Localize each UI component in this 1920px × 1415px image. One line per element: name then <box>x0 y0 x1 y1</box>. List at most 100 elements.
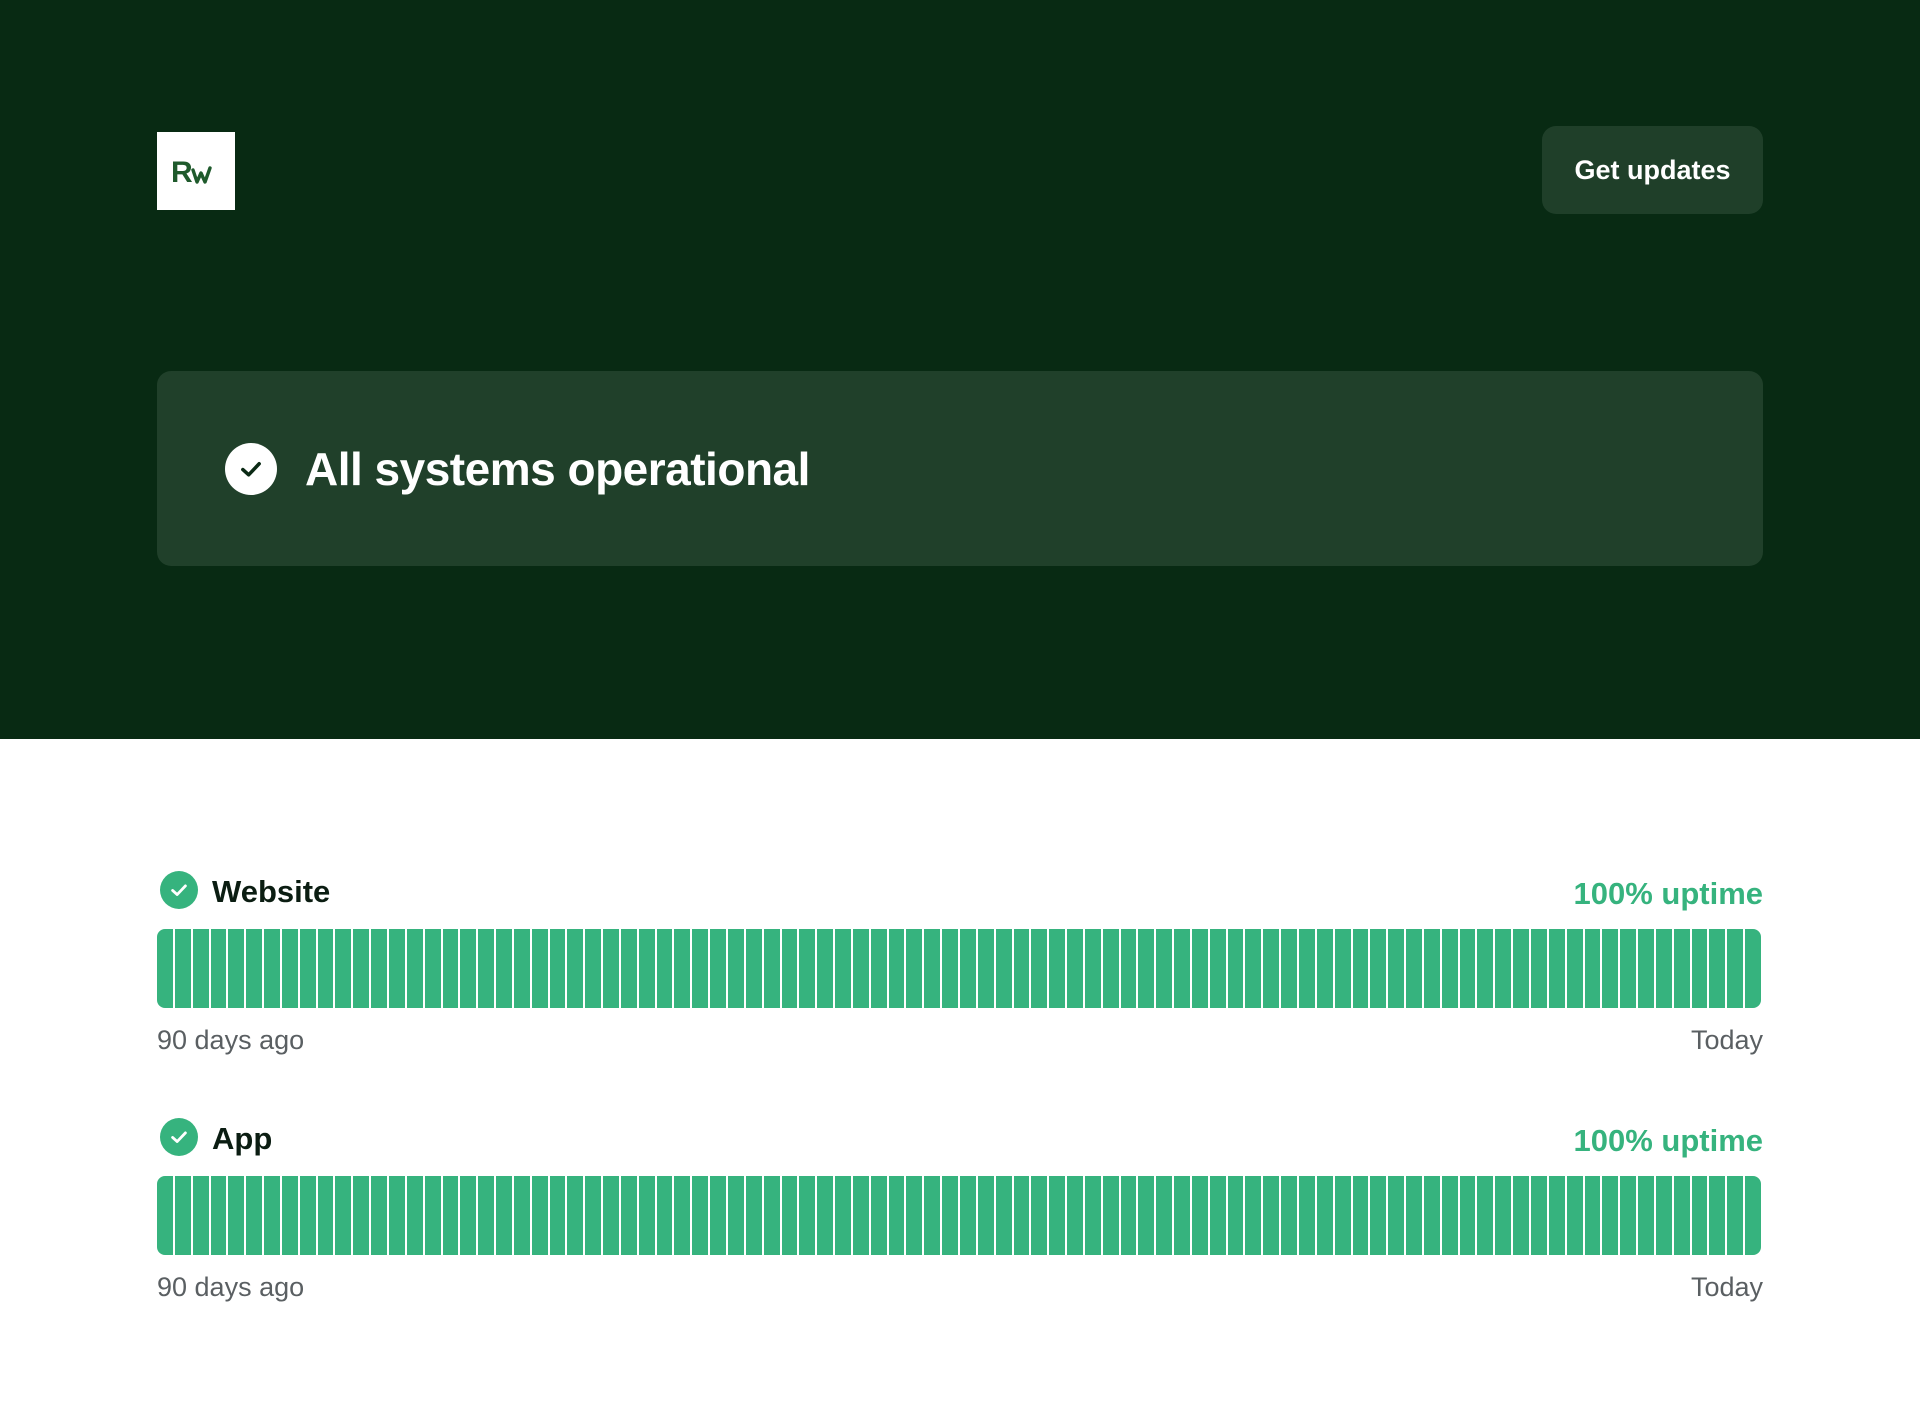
uptime-day-bar[interactable] <box>1513 1176 1529 1255</box>
uptime-day-bar[interactable] <box>924 1176 941 1255</box>
uptime-day-bar[interactable] <box>1548 1176 1565 1255</box>
uptime-day-bar[interactable] <box>1138 1176 1155 1255</box>
uptime-day-bar[interactable] <box>1691 1176 1708 1255</box>
uptime-day-bar[interactable] <box>1370 1176 1387 1255</box>
uptime-day-bar[interactable] <box>1174 929 1190 1008</box>
uptime-day-bar[interactable] <box>745 929 762 1008</box>
uptime-day-bar[interactable] <box>478 1176 495 1255</box>
uptime-day-bar[interactable] <box>1423 1176 1440 1255</box>
uptime-day-bar[interactable] <box>995 929 1012 1008</box>
uptime-day-bar[interactable] <box>888 929 905 1008</box>
uptime-day-bar[interactable] <box>406 1176 423 1255</box>
uptime-day-bar[interactable] <box>852 1176 869 1255</box>
uptime-day-bar[interactable] <box>1602 1176 1619 1255</box>
uptime-day-bar[interactable] <box>638 1176 655 1255</box>
uptime-day-bar[interactable] <box>1655 929 1672 1008</box>
uptime-day-bar[interactable] <box>1191 1176 1208 1255</box>
uptime-day-bar[interactable] <box>781 1176 798 1255</box>
uptime-day-bar[interactable] <box>353 1176 370 1255</box>
uptime-day-bar[interactable] <box>1227 1176 1244 1255</box>
uptime-day-bar[interactable] <box>1084 929 1101 1008</box>
uptime-day-bar[interactable] <box>1477 1176 1494 1255</box>
uptime-day-bar[interactable] <box>460 929 477 1008</box>
uptime-day-bar[interactable] <box>1156 1176 1173 1255</box>
uptime-day-bar[interactable] <box>1459 1176 1476 1255</box>
uptime-day-bar[interactable] <box>1655 1176 1672 1255</box>
uptime-day-bar[interactable] <box>264 929 280 1008</box>
uptime-day-bar[interactable] <box>1174 1176 1190 1255</box>
uptime-day-bar[interactable] <box>1691 929 1708 1008</box>
uptime-day-bar[interactable] <box>478 929 495 1008</box>
uptime-day-bar[interactable] <box>977 929 994 1008</box>
uptime-day-bar[interactable] <box>317 929 334 1008</box>
uptime-day-bar[interactable] <box>1031 929 1048 1008</box>
uptime-day-bar[interactable] <box>1441 1176 1458 1255</box>
uptime-day-bar[interactable] <box>335 1176 352 1255</box>
uptime-day-bar[interactable] <box>228 1176 245 1255</box>
uptime-day-bar[interactable] <box>1013 929 1030 1008</box>
uptime-day-bar[interactable] <box>1584 929 1601 1008</box>
uptime-day-bar[interactable] <box>959 1176 976 1255</box>
uptime-day-bar[interactable] <box>1049 929 1066 1008</box>
uptime-day-bar[interactable] <box>745 1176 762 1255</box>
uptime-day-bar[interactable] <box>531 1176 548 1255</box>
uptime-day-bar[interactable] <box>1352 929 1369 1008</box>
uptime-day-bar[interactable] <box>1245 929 1262 1008</box>
uptime-day-bar[interactable] <box>1120 1176 1137 1255</box>
uptime-day-bar[interactable] <box>1673 1176 1690 1255</box>
get-updates-button[interactable]: Get updates <box>1542 126 1763 214</box>
uptime-day-bar[interactable] <box>835 929 851 1008</box>
uptime-day-bar[interactable] <box>174 929 191 1008</box>
uptime-day-bar[interactable] <box>1316 1176 1333 1255</box>
uptime-day-bar[interactable] <box>1620 1176 1637 1255</box>
uptime-day-bar[interactable] <box>674 929 691 1008</box>
uptime-day-bar[interactable] <box>424 1176 441 1255</box>
uptime-day-bar[interactable] <box>281 929 298 1008</box>
uptime-day-bar[interactable] <box>799 929 816 1008</box>
uptime-day-bar[interactable] <box>1566 1176 1583 1255</box>
uptime-day-bar[interactable] <box>1441 929 1458 1008</box>
uptime-day-bar[interactable] <box>638 929 655 1008</box>
uptime-day-bar[interactable] <box>299 929 316 1008</box>
uptime-day-bar[interactable] <box>299 1176 316 1255</box>
uptime-day-bar[interactable] <box>585 1176 602 1255</box>
uptime-day-bar[interactable] <box>1067 1176 1083 1255</box>
uptime-day-bar[interactable] <box>1548 929 1565 1008</box>
uptime-day-bar[interactable] <box>1138 929 1155 1008</box>
uptime-day-bar[interactable] <box>781 929 798 1008</box>
uptime-day-bar[interactable] <box>656 929 673 1008</box>
uptime-day-bar[interactable] <box>1209 929 1226 1008</box>
uptime-day-bar[interactable] <box>1299 929 1315 1008</box>
uptime-day-bar[interactable] <box>870 1176 887 1255</box>
uptime-day-bar[interactable] <box>817 1176 834 1255</box>
uptime-day-bar[interactable] <box>1530 929 1547 1008</box>
uptime-day-bar[interactable] <box>1067 929 1083 1008</box>
uptime-day-bar[interactable] <box>228 929 245 1008</box>
uptime-day-bar[interactable] <box>656 1176 673 1255</box>
uptime-day-bar[interactable] <box>799 1176 816 1255</box>
uptime-day-bar[interactable] <box>1406 929 1422 1008</box>
uptime-day-bar[interactable] <box>620 1176 637 1255</box>
uptime-day-bar[interactable] <box>1334 1176 1351 1255</box>
uptime-day-bar[interactable] <box>406 929 423 1008</box>
uptime-day-bar[interactable] <box>1727 929 1744 1008</box>
uptime-day-bar[interactable] <box>1263 1176 1280 1255</box>
uptime-day-bar[interactable] <box>1584 1176 1601 1255</box>
uptime-day-bar[interactable] <box>1281 929 1297 1008</box>
uptime-day-bar[interactable] <box>317 1176 334 1255</box>
uptime-day-bar[interactable] <box>674 1176 691 1255</box>
uptime-day-bar[interactable] <box>1495 1176 1512 1255</box>
uptime-day-bar[interactable] <box>1530 1176 1547 1255</box>
uptime-day-bar[interactable] <box>496 1176 512 1255</box>
uptime-day-bar[interactable] <box>424 929 441 1008</box>
uptime-day-bar[interactable] <box>531 929 548 1008</box>
uptime-day-bar[interactable] <box>692 929 709 1008</box>
uptime-day-bar[interactable] <box>1352 1176 1369 1255</box>
uptime-day-bar[interactable] <box>1370 929 1387 1008</box>
uptime-day-bar[interactable] <box>1709 1176 1726 1255</box>
uptime-day-bar[interactable] <box>371 1176 387 1255</box>
uptime-day-bar[interactable] <box>192 1176 209 1255</box>
uptime-day-bar[interactable] <box>157 929 173 1008</box>
uptime-day-bar[interactable] <box>460 1176 477 1255</box>
uptime-day-bar[interactable] <box>549 1176 566 1255</box>
